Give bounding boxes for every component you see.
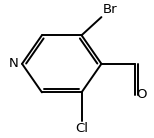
Text: N: N [8,57,18,70]
Text: Cl: Cl [75,122,88,135]
Text: O: O [136,88,147,101]
Text: Br: Br [103,3,118,16]
